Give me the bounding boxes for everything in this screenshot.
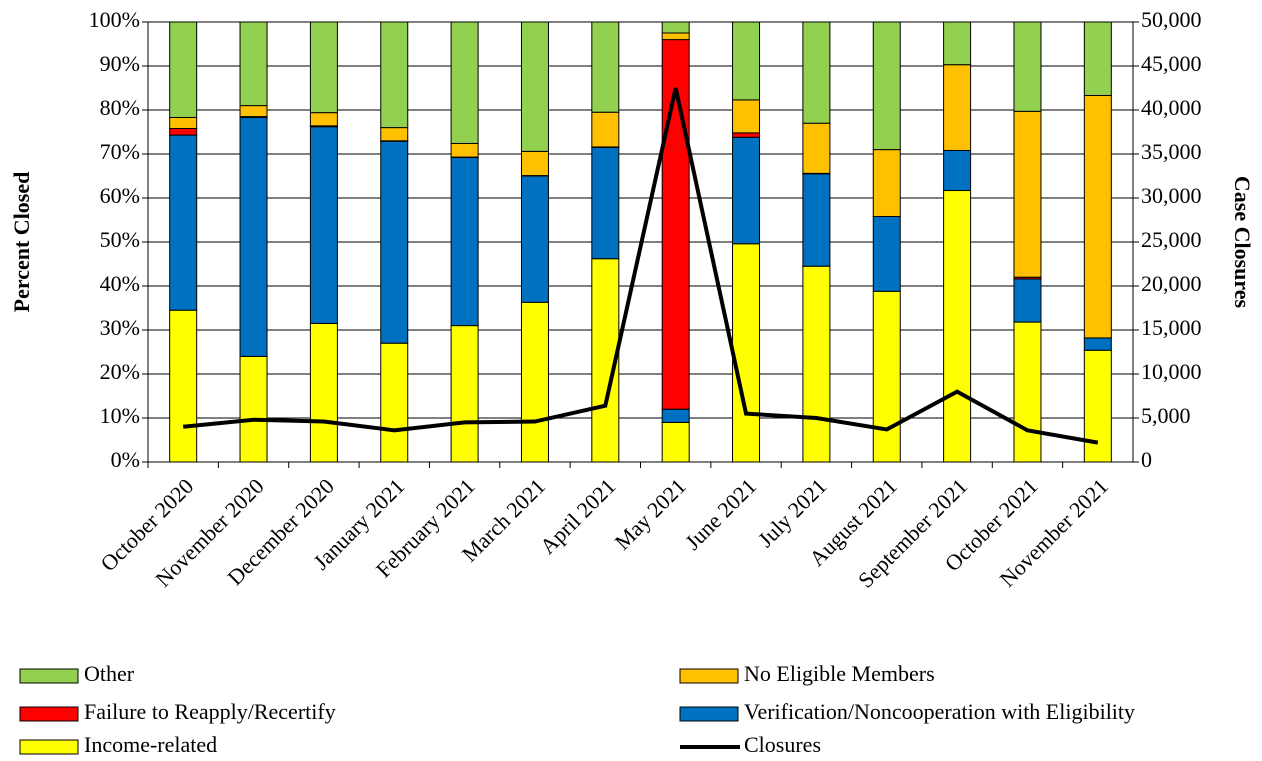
bar-segment — [1013, 110, 1042, 278]
bar-segment — [872, 290, 901, 463]
legend-label: Failure to Reapply/Recertify — [84, 699, 336, 724]
bar-segment — [239, 116, 268, 357]
legend-swatch — [19, 706, 79, 722]
y-tick-label: 0% — [111, 447, 140, 472]
y-tick-label: 70% — [100, 139, 140, 164]
y-tick-label: 30% — [100, 315, 140, 340]
y2-tick-label: 25,000 — [1141, 227, 1202, 252]
y-tick-label: 100% — [89, 7, 140, 32]
bar-segment — [169, 116, 198, 129]
bar-segment — [520, 301, 549, 463]
bar-segment — [1083, 349, 1112, 463]
bar-segment — [802, 173, 831, 267]
bar-segment — [661, 421, 690, 463]
bar-segment — [802, 122, 831, 174]
y2-tick-label: 15,000 — [1141, 315, 1202, 340]
y-axis-title: Percent Closed — [9, 172, 34, 313]
bar-segment — [1013, 321, 1042, 463]
legend-label: Closures — [744, 732, 821, 757]
bar-segment — [239, 105, 268, 118]
bar-segment — [943, 149, 972, 192]
bar-segment — [732, 99, 761, 134]
bar-segment — [380, 21, 409, 129]
bar-segment — [661, 21, 690, 34]
bar-segment — [309, 21, 338, 114]
bar-segment — [1013, 21, 1042, 112]
bar-segment — [1083, 337, 1112, 351]
bar-segment — [450, 142, 479, 158]
legend-label: Income-related — [84, 732, 217, 757]
y-tick-label: 10% — [100, 403, 140, 428]
y2-tick-label: 10,000 — [1141, 359, 1202, 384]
y-tick-label: 50% — [100, 227, 140, 252]
bar-segment — [169, 134, 198, 311]
y2-tick-label: 5,000 — [1141, 403, 1191, 428]
bar-segment — [520, 150, 549, 177]
bar-segment — [943, 190, 972, 463]
y-tick-label: 40% — [100, 271, 140, 296]
bar-segment — [520, 21, 549, 152]
bar-segment — [943, 21, 972, 66]
bar-segment — [1013, 278, 1042, 323]
x-tick-label: April 2021 — [535, 473, 621, 559]
bar-segment — [450, 21, 479, 144]
bar-segment — [661, 39, 690, 410]
legend-label: Verification/Noncooperation with Eligibi… — [744, 699, 1135, 724]
bar-segment — [169, 127, 198, 136]
bar-segment — [802, 21, 831, 124]
y2-tick-label: 30,000 — [1141, 183, 1202, 208]
bar-segment — [169, 309, 198, 463]
y2-axis-title: Case Closures — [1230, 176, 1255, 309]
closures-line — [182, 87, 1099, 445]
legend-swatch — [679, 706, 739, 722]
legend-swatch — [19, 668, 79, 684]
bar-segment — [732, 136, 761, 245]
x-tick-label: June 2021 — [680, 473, 761, 554]
y2-tick-label: 20,000 — [1141, 271, 1202, 296]
bar-segment — [380, 342, 409, 463]
bar-segment — [943, 64, 972, 151]
legend-label: No Eligible Members — [744, 661, 935, 686]
bar-segment — [309, 112, 338, 127]
bar-segment — [520, 175, 549, 303]
bar-segment — [732, 21, 761, 101]
y2-tick-label: 40,000 — [1141, 95, 1202, 120]
bar-segment — [450, 325, 479, 463]
bar-segment — [1083, 94, 1112, 339]
y2-tick-label: 35,000 — [1141, 139, 1202, 164]
bar-segment — [661, 32, 690, 41]
x-tick-label: May 2021 — [610, 473, 691, 554]
bar-segment — [872, 21, 901, 151]
legend-label: Other — [84, 661, 135, 686]
bar-segment — [732, 243, 761, 463]
bar-segment — [169, 21, 198, 118]
y-tick-label: 60% — [100, 183, 140, 208]
bar-segment — [591, 146, 620, 260]
y-tick-label: 20% — [100, 359, 140, 384]
legend-swatch — [679, 668, 739, 684]
bar-segment — [380, 140, 409, 344]
bar-segment — [309, 322, 338, 463]
bar-segment — [591, 111, 620, 148]
bar-segment — [1083, 21, 1112, 96]
y-tick-label: 90% — [100, 51, 140, 76]
y2-tick-label: 0 — [1141, 447, 1152, 472]
bar-segment — [380, 127, 409, 142]
bar-segment — [450, 157, 479, 327]
bar-segment — [591, 21, 620, 113]
bar-segment — [732, 132, 761, 138]
y-tick-label: 80% — [100, 95, 140, 120]
bar-segment — [239, 21, 268, 107]
y2-tick-label: 45,000 — [1141, 51, 1202, 76]
bar-segment — [661, 408, 690, 423]
legend-swatch — [19, 739, 79, 755]
y2-tick-label: 50,000 — [1141, 7, 1202, 32]
bar-segment — [309, 126, 338, 324]
bar-segment — [872, 149, 901, 217]
bar-segment — [802, 265, 831, 463]
bar-segment — [239, 355, 268, 463]
bar-segment — [872, 215, 901, 292]
